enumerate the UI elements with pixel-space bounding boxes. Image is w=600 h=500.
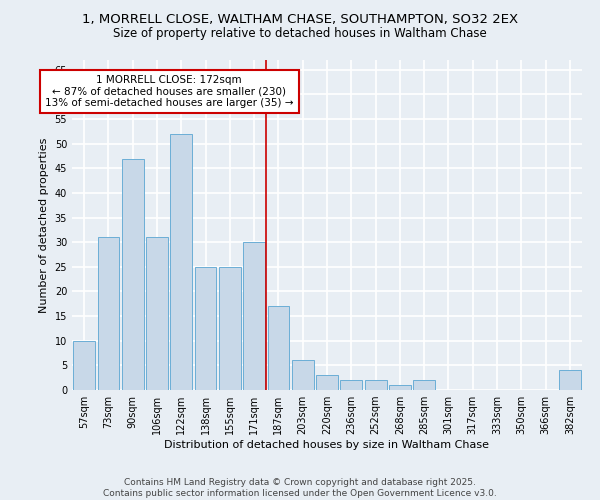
Bar [194, 267, 217, 390]
Text: 1 MORRELL CLOSE: 172sqm
← 87% of detached houses are smaller (230)
13% of semi-d: 1 MORRELL CLOSE: 172sqm ← 87% of detache… [45, 75, 293, 108]
Text: Size of property relative to detached houses in Waltham Chase: Size of property relative to detached ho… [113, 28, 487, 40]
Bar [122, 158, 143, 390]
Bar [365, 380, 386, 390]
Bar [219, 267, 241, 390]
Bar [268, 306, 289, 390]
Bar [97, 238, 119, 390]
Bar [146, 238, 168, 390]
Text: 1, MORRELL CLOSE, WALTHAM CHASE, SOUTHAMPTON, SO32 2EX: 1, MORRELL CLOSE, WALTHAM CHASE, SOUTHAM… [82, 12, 518, 26]
Bar [413, 380, 435, 390]
Bar [73, 340, 95, 390]
Y-axis label: Number of detached properties: Number of detached properties [39, 138, 49, 312]
Bar [559, 370, 581, 390]
Bar [243, 242, 265, 390]
Bar [389, 385, 411, 390]
Bar [170, 134, 192, 390]
Bar [340, 380, 362, 390]
Bar [292, 360, 314, 390]
X-axis label: Distribution of detached houses by size in Waltham Chase: Distribution of detached houses by size … [164, 440, 490, 450]
Bar [316, 375, 338, 390]
Text: Contains HM Land Registry data © Crown copyright and database right 2025.
Contai: Contains HM Land Registry data © Crown c… [103, 478, 497, 498]
